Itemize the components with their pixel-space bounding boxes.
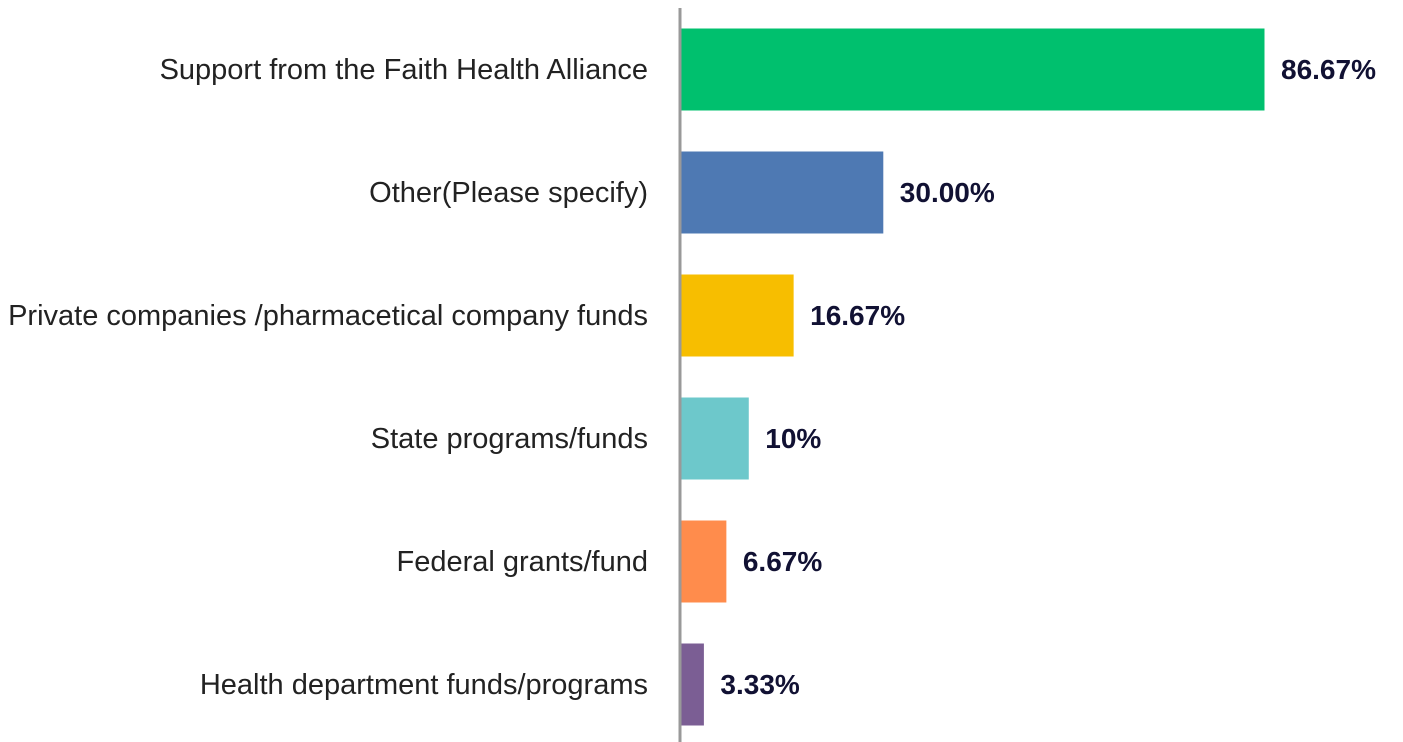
bar xyxy=(681,28,1265,111)
bar xyxy=(681,274,794,357)
bar xyxy=(681,643,704,726)
category-label: Health department funds/programs xyxy=(199,668,648,701)
category-label: Private companies /pharmacetical company… xyxy=(8,299,648,332)
value-label: 30.00% xyxy=(900,177,995,208)
category-label: Other(Please specify) xyxy=(369,176,648,209)
value-label: 86.67% xyxy=(1281,54,1376,85)
value-label: 6.67% xyxy=(743,546,822,577)
category-label: State programs/funds xyxy=(370,422,648,455)
value-label: 16.67% xyxy=(810,300,905,331)
value-label: 3.33% xyxy=(720,669,799,700)
value-label: 10% xyxy=(765,423,821,454)
bar xyxy=(681,397,749,480)
bar xyxy=(681,520,727,603)
category-label: Federal grants/fund xyxy=(396,545,648,578)
category-label: Support from the Faith Health Alliance xyxy=(159,53,648,86)
bar xyxy=(681,151,884,234)
